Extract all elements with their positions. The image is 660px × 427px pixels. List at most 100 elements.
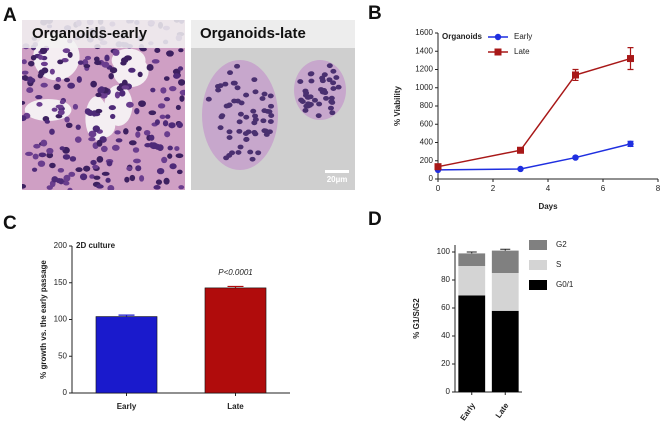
nucleus [150, 87, 156, 93]
marker [434, 163, 442, 171]
bar [95, 316, 158, 394]
nucleus [234, 85, 241, 91]
nucleus [108, 105, 116, 111]
nucleus [124, 176, 130, 183]
nucleus [35, 94, 43, 100]
nucleus [133, 158, 141, 164]
nucleus [243, 114, 250, 120]
nucleus [242, 131, 249, 136]
nucleus [93, 175, 101, 180]
y-axis-label: % Viability [393, 86, 402, 126]
y-tick-label: 1000 [415, 83, 433, 92]
nucleus [229, 150, 236, 156]
nucleus [38, 152, 47, 158]
nucleus [114, 91, 121, 99]
nucleus [252, 117, 259, 122]
nucleus [223, 155, 230, 161]
nucleus [101, 171, 110, 176]
nucleus [307, 94, 314, 100]
nucleus [96, 139, 103, 147]
nucleus [328, 95, 335, 101]
nucleus [177, 79, 185, 86]
nucleus [176, 121, 184, 129]
nucleus [156, 167, 165, 175]
error-bar [500, 248, 511, 251]
nucleus [69, 156, 77, 162]
nucleus [318, 87, 325, 92]
series-line [437, 143, 631, 171]
y-tick-label: 800 [420, 101, 434, 110]
nucleus [25, 151, 34, 157]
x-tick-label: Late [494, 401, 511, 420]
y-tick-label: 40 [441, 331, 450, 340]
nucleus [250, 108, 257, 114]
y-tick-label: 100 [54, 315, 68, 324]
nucleus [166, 50, 174, 57]
bar-segment [458, 266, 486, 296]
nucleus [308, 78, 315, 84]
nucleus [22, 100, 26, 105]
marker [627, 140, 634, 148]
nucleus [135, 165, 142, 172]
chart-title: 2D culture [76, 241, 116, 250]
nucleus [178, 48, 184, 53]
nucleus [22, 183, 27, 189]
nucleus [327, 105, 334, 111]
chart-title: Organoids [442, 32, 483, 41]
y-tick-label: 600 [420, 119, 434, 128]
y-tick-label: 0 [63, 388, 68, 397]
nucleus [57, 59, 64, 65]
x-tick-label: 2 [491, 184, 496, 193]
nucleus [55, 104, 64, 109]
nucleus [175, 104, 181, 111]
nucleus [67, 51, 73, 58]
nucleus [108, 73, 114, 80]
nucleus [63, 181, 70, 186]
nucleus [333, 75, 340, 80]
panel-letter: D [368, 209, 382, 230]
nucleus [238, 100, 245, 106]
nucleus [169, 85, 177, 92]
marker [517, 165, 524, 173]
nucleus [266, 109, 273, 115]
nucleus [107, 185, 115, 190]
nucleus [261, 91, 268, 97]
nucleus [36, 102, 43, 107]
bar-segment [491, 310, 519, 392]
nucleus [267, 93, 274, 99]
nucleus [75, 167, 83, 173]
nucleus [162, 120, 169, 127]
y-tick-label: 1200 [415, 65, 433, 74]
nucleus [98, 86, 105, 94]
nucleus [176, 169, 183, 175]
nucleus [227, 70, 234, 76]
nucleus [205, 96, 212, 102]
nucleus [93, 56, 100, 62]
y-tick-label: 60 [441, 303, 450, 312]
nucleus [128, 140, 137, 146]
nucleus [163, 96, 171, 102]
nucleus [179, 89, 185, 96]
nucleus [319, 75, 326, 81]
nucleus [249, 156, 256, 162]
x-tick-label: 0 [436, 184, 441, 193]
nucleus [215, 87, 222, 93]
nucleus [326, 63, 333, 69]
nucleus [329, 110, 336, 116]
x-tick-label: Early [459, 401, 478, 423]
nucleus [77, 60, 84, 65]
nucleus [148, 110, 157, 116]
nucleus [32, 153, 39, 160]
nucleus [123, 55, 132, 61]
nucleus [91, 110, 97, 117]
nucleus [268, 103, 275, 109]
nucleus [22, 115, 27, 122]
nucleus [179, 95, 185, 102]
nucleus [157, 103, 166, 109]
nucleus [328, 99, 335, 105]
nucleus [112, 49, 120, 56]
y-axis-label: % G1/S/G2 [412, 298, 421, 339]
nucleus [111, 144, 120, 151]
nucleus [174, 146, 180, 152]
